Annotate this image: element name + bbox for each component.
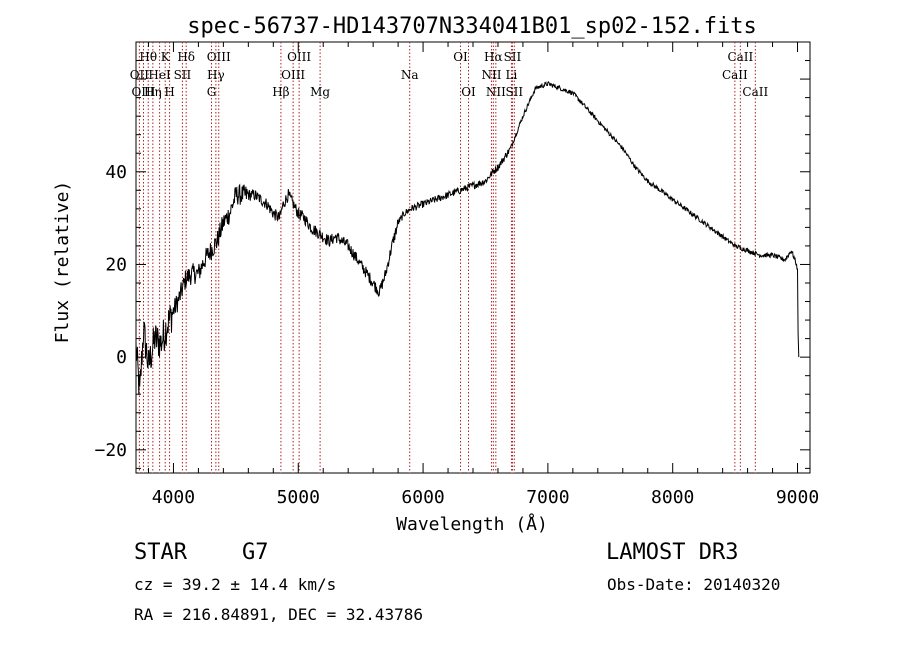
line-label-12: Hβ (272, 85, 289, 99)
line-label-11: G (207, 85, 217, 99)
line-label-8: Hδ (177, 50, 195, 64)
line-label-9: OIII (207, 50, 231, 64)
line-label-18: OI (461, 85, 476, 99)
y-axis-ticks: −20 0 20 40 (94, 60, 810, 469)
line-label-3: K (161, 50, 171, 64)
line-label-22: Li (506, 68, 518, 82)
x-tick-label-2: 6000 (401, 487, 444, 508)
line-label-23: NII (486, 85, 506, 99)
x-axis-ticks: 4000 5000 6000 7000 8000 9000 (147, 42, 819, 508)
chart-title: spec-56737-HD143707N334041B01_sp02-152.f… (187, 14, 757, 39)
line-label-10: Hγ (207, 68, 225, 82)
y-tick-label-3: 40 (105, 162, 127, 183)
line-label-0: Hθ (139, 50, 157, 64)
observation-date: Obs-Date: 20140320 (607, 575, 780, 594)
line-label-2: OIII (131, 85, 155, 99)
line-label-13: OIII (287, 50, 311, 64)
line-label-6: H (164, 85, 174, 99)
x-tick-label-3: 7000 (526, 487, 569, 508)
redshift-cz: cz = 39.2 ± 14.4 km/s (134, 575, 336, 594)
y-tick-label-2: 20 (105, 254, 127, 275)
line-label-7: SII (174, 68, 192, 82)
spectral-subclass: G7 (242, 540, 269, 565)
coordinates: RA = 216.84891, DEC = 32.43786 (134, 605, 423, 624)
y-tick-label-0: −20 (94, 440, 127, 461)
line-label-24: SII (505, 85, 523, 99)
x-tick-label-1: 5000 (277, 487, 320, 508)
object-type: STAR (134, 540, 188, 565)
line-label-21: NII (481, 68, 501, 82)
x-tick-label-4: 8000 (651, 487, 694, 508)
x-axis-label: Wavelength (Å) (396, 513, 548, 535)
spectrum-line (135, 80, 800, 395)
line-label-16: Na (401, 68, 419, 82)
line-label-20: SII (504, 50, 522, 64)
x-tick-label-0: 4000 (152, 487, 195, 508)
survey-name: LAMOST DR3 (606, 540, 738, 565)
line-label-15: Mg (310, 85, 330, 99)
emission-line-markers (138, 42, 756, 473)
line-label-25: CaII (727, 50, 753, 64)
x-tick-label-5: 9000 (776, 487, 819, 508)
plot-frame (135, 41, 811, 474)
line-label-27: CaII (742, 85, 768, 99)
line-label-14: OIII (281, 68, 305, 82)
line-label-17: OI (453, 50, 468, 64)
y-axis-label: Flux (relative) (52, 181, 73, 344)
line-label-1: OII (130, 68, 150, 82)
line-label-19: Hα (484, 50, 503, 64)
line-label-5: Hη (144, 85, 162, 99)
line-label-4: HeI (148, 68, 171, 82)
line-label-26: CaII (722, 68, 748, 82)
y-tick-label-1: 0 (116, 347, 127, 368)
